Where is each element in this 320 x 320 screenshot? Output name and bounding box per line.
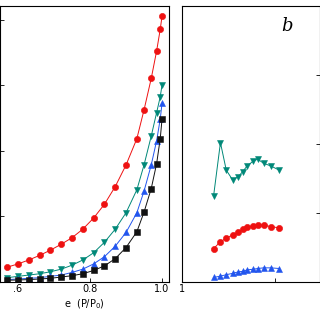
X-axis label: e  (P/P$_0$): e (P/P$_0$) bbox=[64, 297, 105, 311]
Text: b: b bbox=[281, 17, 293, 36]
